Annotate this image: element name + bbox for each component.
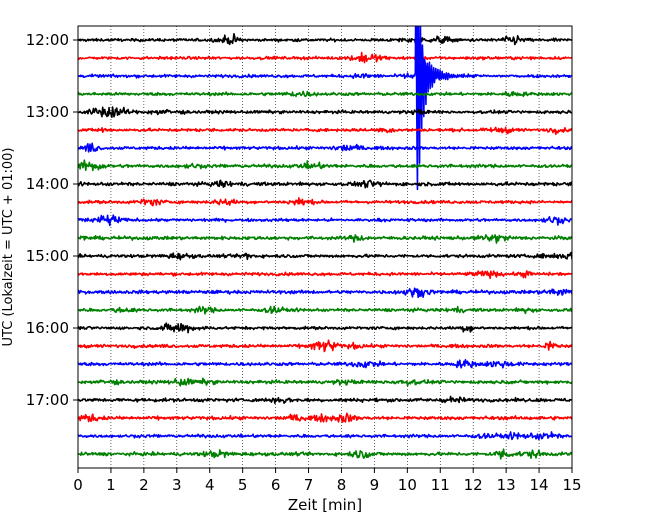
x-tick-label: 2 (139, 476, 149, 494)
x-tick-label: 0 (73, 476, 83, 494)
trace-line (78, 26, 572, 191)
trace-line (78, 90, 572, 98)
y-axis-label: UTC (Lokalzeit = UTC + 01:00) (1, 148, 16, 347)
y-tick-label: 14:00 (26, 175, 69, 193)
trace-line (78, 179, 572, 189)
x-tick-label: 11 (431, 476, 450, 494)
trace-line (78, 106, 572, 118)
x-tick-label: 8 (337, 476, 347, 494)
trace-line (78, 287, 572, 299)
y-tick-label: 17:00 (26, 391, 69, 409)
trace-line (78, 412, 572, 423)
x-tick-label: 4 (205, 476, 215, 494)
x-tick-label: 5 (238, 476, 248, 494)
trace-line (78, 159, 572, 172)
x-tick-label: 12 (464, 476, 483, 494)
trace-line (78, 339, 572, 353)
x-tick-label: 13 (497, 476, 516, 494)
x-tick-label: 10 (398, 476, 417, 494)
trace-line (78, 126, 572, 136)
trace-line (78, 395, 572, 405)
trace-line (78, 305, 572, 315)
trace-line (78, 448, 572, 460)
trace-line (78, 51, 572, 64)
plot-area (78, 26, 572, 468)
trace-line (78, 214, 572, 227)
x-tick-label: 15 (562, 476, 581, 494)
trace-line (78, 251, 572, 261)
seismic-traces (78, 26, 572, 460)
trace-line (78, 322, 572, 334)
y-tick-label: 13:00 (26, 103, 69, 121)
trace-line (78, 270, 572, 280)
y-tick-label: 16:00 (26, 319, 69, 337)
y-tick-label: 12:00 (26, 31, 69, 49)
y-tick-label: 15:00 (26, 247, 69, 265)
y-axis: 12:00 13:00 14:00 15:00 16:00 17:00 (26, 31, 78, 409)
trace-line (78, 431, 572, 441)
x-tick-label: 7 (304, 476, 314, 494)
trace-line (78, 234, 572, 244)
trace-line (78, 377, 572, 387)
x-tick-label: 14 (530, 476, 549, 494)
x-tick-label: 3 (172, 476, 182, 494)
x-axis: 0 1 2 3 4 5 6 7 8 9 10 11 12 13 14 15 (73, 468, 582, 494)
x-tick-label: 1 (106, 476, 116, 494)
trace-line (78, 359, 572, 369)
trace-line (78, 142, 572, 153)
x-tick-label: 9 (370, 476, 380, 494)
x-axis-label: Zeit [min] (288, 496, 362, 514)
trace-line (78, 197, 572, 207)
trace-line (78, 33, 572, 46)
plot-frame (77, 25, 573, 469)
x-tick-label: 6 (271, 476, 281, 494)
